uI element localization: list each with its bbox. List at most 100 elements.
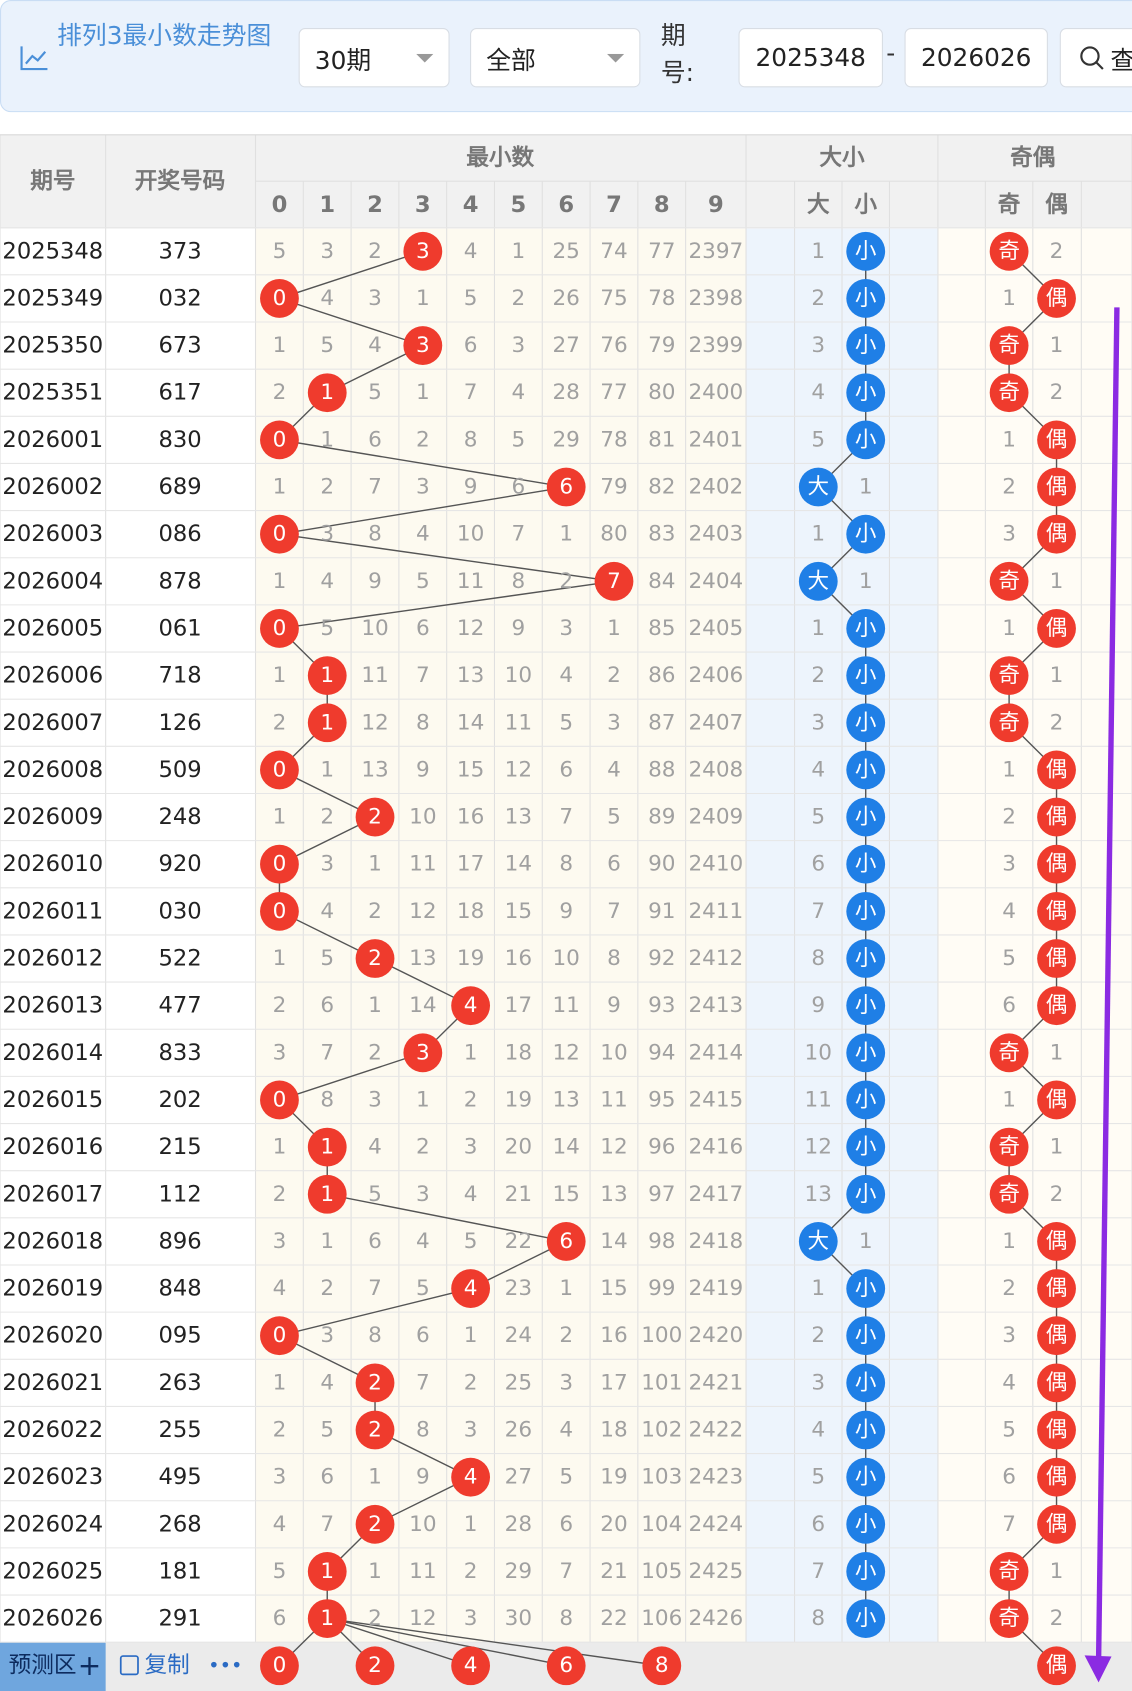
prediction-line xyxy=(327,1617,662,1667)
min-miss: 7 xyxy=(320,1512,334,1537)
size-hit-ball xyxy=(846,939,886,978)
filter-bar: 排列3最小数走势图 30期 全部 期号: 2025348 - 2026026 查 xyxy=(0,0,1132,113)
size-hit-ball-text: 小 xyxy=(855,852,877,877)
min-miss: 3 xyxy=(320,1323,334,1348)
min-hit-ball-text: 0 xyxy=(273,286,287,311)
size-hit-ball xyxy=(846,1316,886,1356)
parity-miss: 1 xyxy=(1002,427,1016,452)
size-hit-ball-text: 小 xyxy=(855,805,877,830)
min-miss: 9 xyxy=(559,899,573,924)
parity-miss: 1 xyxy=(1050,1135,1064,1160)
size-miss: 1 xyxy=(859,569,873,594)
min-miss: 14 xyxy=(409,993,436,1018)
prediction-line xyxy=(327,1617,471,1667)
draw-number: 181 xyxy=(158,1558,201,1584)
min-miss: 16 xyxy=(505,946,532,971)
min-miss: 28 xyxy=(552,380,579,405)
size-hit-ball-text: 小 xyxy=(855,1559,877,1584)
issue: 2026023 xyxy=(2,1464,103,1490)
type-select[interactable]: 全部 xyxy=(470,28,641,88)
draw-number: 896 xyxy=(158,1228,201,1254)
size-hit-ball xyxy=(846,1457,886,1497)
parity-miss: 1 xyxy=(1002,1087,1016,1112)
size-miss: 10 xyxy=(805,1040,832,1065)
min-miss: 9 xyxy=(368,569,382,594)
min-hit-ball xyxy=(355,1504,395,1544)
min-miss: 3 xyxy=(416,475,430,500)
draw-number: 263 xyxy=(158,1370,201,1396)
min-miss: 89 xyxy=(648,805,675,830)
min-miss: 3 xyxy=(559,616,573,641)
parity-miss: 1 xyxy=(1002,286,1016,311)
draw-number: 477 xyxy=(158,993,201,1019)
size-column-header: 小 xyxy=(854,192,877,218)
min-miss: 22 xyxy=(505,1229,532,1254)
draw-number: 689 xyxy=(158,474,201,500)
issue: 2026015 xyxy=(2,1087,103,1113)
period-select[interactable]: 30期 xyxy=(298,28,450,88)
draw-number: 848 xyxy=(158,1276,201,1302)
min-hit-ball xyxy=(260,891,299,931)
size-group-header: 大小 xyxy=(819,145,865,171)
min-miss: 5 xyxy=(607,805,621,830)
min-miss: 17 xyxy=(505,993,532,1018)
min-hit-ball xyxy=(451,1269,491,1308)
size-hit-ball-text: 小 xyxy=(855,1465,877,1490)
min-miss: 4 xyxy=(607,757,621,782)
issue-from-input[interactable]: 2025348 xyxy=(738,28,883,88)
issue: 2026004 xyxy=(2,568,103,594)
size-hit-ball xyxy=(846,514,886,554)
min-miss: 91 xyxy=(648,899,675,924)
min-miss: 9 xyxy=(464,475,478,500)
min-miss: 8 xyxy=(464,427,478,452)
min-miss: 21 xyxy=(505,1182,532,1207)
min-hit-ball xyxy=(451,1457,491,1497)
min-miss: 11 xyxy=(600,1087,627,1112)
draw-number: 086 xyxy=(158,521,201,547)
parity-column-header: 奇 xyxy=(998,191,1021,218)
min-miss: 2420 xyxy=(688,1323,743,1348)
min-miss: 3 xyxy=(320,522,334,547)
min-miss: 2407 xyxy=(688,710,743,735)
min-hit-ball-text: 7 xyxy=(607,569,621,594)
issue: 2025348 xyxy=(2,238,103,264)
min-miss: 29 xyxy=(505,1559,532,1584)
search-button[interactable]: 查 xyxy=(1059,28,1132,88)
min-miss: 13 xyxy=(409,946,436,971)
parity-miss: 2 xyxy=(1050,1182,1064,1207)
parity-hit-ball xyxy=(989,326,1029,365)
parity-hit-ball-text: 偶 xyxy=(1046,427,1068,452)
draw-number: 112 xyxy=(158,1181,201,1207)
min-miss: 75 xyxy=(600,286,627,311)
min-miss: 7 xyxy=(320,1040,334,1065)
min-column-header: 0 xyxy=(272,192,288,218)
draw-number: 373 xyxy=(158,238,201,264)
min-miss: 100 xyxy=(641,1323,682,1348)
min-miss: 2 xyxy=(368,899,382,924)
min-group-header: 最小数 xyxy=(466,145,534,171)
min-miss: 4 xyxy=(368,333,382,358)
size-hit-ball-text: 小 xyxy=(855,522,877,547)
issue: 2026020 xyxy=(2,1323,103,1349)
min-miss: 14 xyxy=(505,852,532,877)
min-miss: 12 xyxy=(361,710,388,735)
parity-prediction-ball xyxy=(1037,1646,1076,1686)
min-miss: 1 xyxy=(512,239,526,264)
page-title: 排列3最小数走势图 xyxy=(57,22,272,51)
size-hit-ball-text: 小 xyxy=(855,1370,877,1395)
parity-miss: 1 xyxy=(1050,663,1064,688)
min-hit-ball xyxy=(307,703,347,743)
min-hit-ball-text: 3 xyxy=(416,239,430,264)
min-miss: 15 xyxy=(505,899,532,924)
min-hit-ball xyxy=(260,420,299,460)
min-miss: 3 xyxy=(273,1040,287,1065)
min-miss: 9 xyxy=(416,1465,430,1490)
size-miss: 5 xyxy=(811,1465,825,1490)
min-miss: 80 xyxy=(600,522,627,547)
parity-column-header: 偶 xyxy=(1045,192,1068,218)
parity-hit-ball xyxy=(989,1599,1029,1639)
parity-hit-ball-text: 偶 xyxy=(1046,522,1068,547)
issue-to-input[interactable]: 2026026 xyxy=(904,28,1048,88)
min-miss: 22 xyxy=(600,1606,627,1631)
parity-hit-ball xyxy=(989,561,1029,601)
